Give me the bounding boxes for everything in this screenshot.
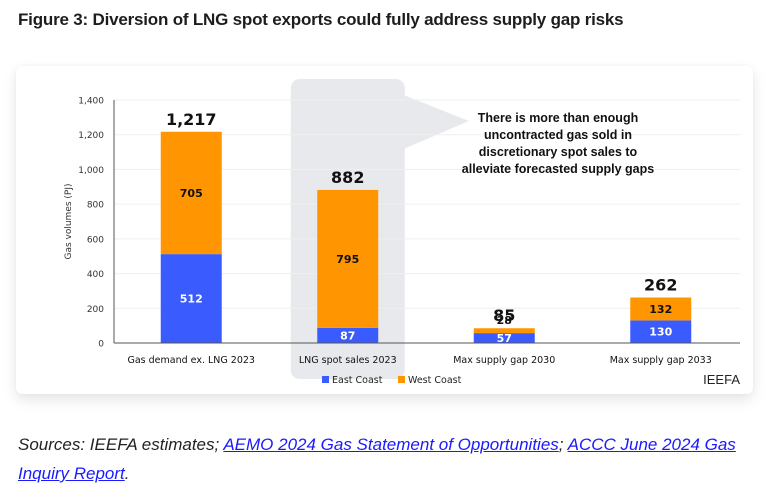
bar-west-coast [317,189,379,328]
total-value-label: 882 [331,168,364,187]
y-tick-label: 200 [87,305,104,315]
y-tick-label: 1,200 [78,131,104,141]
callout-text-line: alleviate forecasted supply gaps [462,162,654,176]
callout-text-line: uncontracted gas sold in [484,128,632,142]
ieefa-watermark: IEEFA [703,372,740,387]
segment-value-label: 28 [497,314,512,327]
segment-value-label: 130 [649,326,672,339]
sources-separator: ; [558,435,568,454]
callout-pointer [403,95,469,149]
segment-value-label: 795 [336,253,359,266]
segment-value-label: 87 [340,329,355,342]
chart-card: 0 200 400 600 800 1,000 1,200 1,400 Gas volumes … [16,66,753,394]
legend-swatch-east-coast [322,376,329,383]
figure-title: Figure 3: Diversion of LNG spot exports … [18,10,624,29]
sources-prefix: Sources: IEEFA estimates; [18,435,224,454]
legend-label: East Coast [332,375,383,386]
stacked-bar-chart: 0 200 400 600 800 1,000 1,200 1,400 Gas volumes … [64,79,740,387]
y-tick-label: 1,400 [78,97,104,107]
y-tick-label: 1,000 [78,166,104,176]
y-tick-label: 800 [87,201,104,211]
bar-east-coast [160,254,222,343]
bar-east-coast [630,320,692,343]
total-value-label: 85 [493,306,515,325]
total-value-label: 1,217 [166,110,217,129]
bar-west-coast [630,297,692,321]
aemo-gsoo-link[interactable]: AEMO 2024 Gas Statement of Opportunities [223,435,559,454]
bar-west-coast [473,328,535,334]
accc-report-link[interactable]: ACCC June 2024 Gas Inquiry Report [18,435,736,483]
segment-value-label: 57 [497,332,512,345]
bar-west-coast [160,131,222,255]
segment-value-label: 512 [180,293,203,306]
total-value-label: 262 [644,276,677,295]
sources-suffix: . [124,464,130,483]
bar-east-coast [473,333,535,343]
y-tick-label: 0 [98,340,104,350]
x-category-label: LNG spot sales 2023 [299,355,397,366]
sources-note: Sources: IEEFA estimates; AEMO 2024 Gas … [18,430,763,488]
callout-text-line: discretionary spot sales to [479,145,638,159]
x-category-label: Max supply gap 2030 [453,355,555,366]
bar-east-coast [317,327,379,343]
y-tick-label: 600 [87,235,104,245]
segment-value-label: 705 [180,187,203,200]
legend-label: West Coast [408,375,462,386]
x-category-label: Max supply gap 2033 [610,355,712,366]
legend-swatch-west-coast [398,376,405,383]
x-category-label: Gas demand ex. LNG 2023 [128,355,255,366]
segment-value-label: 132 [649,303,672,316]
callout-text-line: There is more than enough [478,111,638,125]
y-axis-title: Gas volumes (PJ) [64,183,74,259]
y-tick-label: 400 [87,270,104,280]
